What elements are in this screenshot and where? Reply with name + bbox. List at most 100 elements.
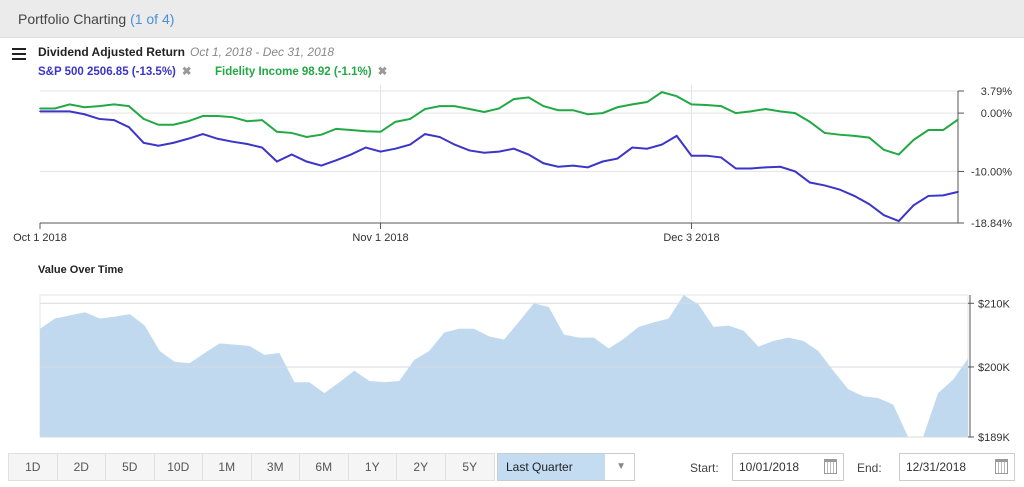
value-area [40, 295, 968, 437]
x-tick-label: Oct 1 2018 [13, 232, 67, 244]
data-point [157, 144, 160, 147]
data-point [616, 157, 619, 160]
data-point [142, 142, 145, 144]
data-point [483, 151, 485, 154]
data-point [113, 119, 115, 121]
data-point [261, 146, 263, 149]
dropdown-arrow-icon[interactable]: ▼ [616, 461, 626, 472]
period-select[interactable]: Last Quarter ▼ [497, 453, 635, 481]
data-point [897, 153, 900, 156]
data-point [572, 164, 574, 167]
data-point [809, 121, 811, 123]
data-point [68, 110, 71, 113]
data-point [587, 166, 589, 169]
data-point [246, 143, 249, 145]
y-tick-label: 3.79% [981, 86, 1012, 98]
chart-date-range: Oct 1, 2018 - Dec 31, 2018 [190, 45, 335, 59]
y-tick-label: $189K [978, 432, 1010, 444]
data-point [98, 105, 101, 107]
data-point [113, 103, 115, 106]
data-point [438, 136, 441, 138]
legend-fidelity: Fidelity Income 98.92 (-1.1%) ✖ [215, 66, 388, 78]
data-point [187, 137, 189, 140]
range-1d[interactable]: 1D [9, 454, 58, 480]
series-line-fidelity [40, 91, 959, 156]
data-point [157, 123, 160, 126]
data-point [527, 96, 530, 99]
data-point [202, 115, 204, 117]
panel-count[interactable]: (1 of 4) [130, 11, 175, 27]
calendar-icon[interactable] [995, 459, 1008, 474]
data-point [631, 103, 634, 106]
data-point [305, 160, 308, 163]
data-point [409, 118, 411, 120]
data-point [394, 147, 397, 150]
data-point [290, 153, 293, 156]
data-point [542, 162, 545, 165]
data-point [438, 105, 441, 107]
data-point [749, 167, 752, 170]
remove-sp500-icon[interactable]: ✖ [181, 66, 192, 78]
calendar-icon[interactable] [824, 459, 837, 474]
y-tick-label: $210K [978, 298, 1010, 310]
range-10d[interactable]: 10D [155, 454, 203, 480]
data-point [216, 137, 219, 140]
chart-title: Dividend Adjusted Return [38, 45, 185, 59]
data-point [675, 135, 678, 137]
range-5y[interactable]: 5Y [462, 460, 478, 474]
data-point [616, 106, 619, 109]
menu-icon[interactable] [12, 48, 26, 60]
y-tick-label: -10.00% [971, 166, 1012, 178]
data-point [705, 104, 708, 106]
data-point [809, 181, 811, 184]
remove-fidelity-icon[interactable]: ✖ [377, 66, 388, 78]
end-label: End: [857, 461, 882, 475]
data-point [335, 159, 337, 162]
range-2d[interactable]: 2D [58, 454, 106, 480]
data-point [83, 106, 86, 109]
data-point [838, 188, 841, 191]
data-point [927, 129, 930, 131]
start-date-input[interactable]: 10/01/2018 [732, 453, 844, 481]
data-point [513, 147, 515, 150]
data-point [483, 111, 485, 113]
legend-sp500: S&P 500 2506.85 (-13.5%) ✖ [38, 66, 192, 78]
y-tick-label: 0.00% [981, 108, 1012, 120]
data-point [557, 109, 560, 111]
data-point [838, 133, 841, 136]
data-point [823, 184, 826, 187]
data-point [54, 110, 56, 113]
data-point [749, 110, 752, 113]
data-point [883, 149, 885, 151]
data-point [542, 105, 545, 107]
range-3m[interactable]: 3M [252, 454, 300, 480]
data-point [690, 154, 693, 157]
data-point [587, 113, 589, 116]
data-point [720, 105, 722, 107]
data-point [513, 98, 515, 100]
data-point [601, 160, 604, 163]
range-2y[interactable]: 2Y [397, 454, 446, 480]
data-point [572, 109, 574, 111]
data-point [675, 95, 678, 97]
data-point [335, 128, 337, 130]
data-point [853, 195, 856, 197]
data-point [794, 170, 796, 173]
data-point [453, 105, 456, 107]
start-label: Start: [690, 461, 719, 475]
data-point [216, 115, 219, 117]
x-tick-label: Nov 1 2018 [352, 232, 408, 244]
data-point [246, 120, 249, 123]
data-point [202, 133, 204, 135]
data-point [379, 130, 382, 133]
data-point [320, 164, 323, 167]
data-point [128, 105, 130, 107]
data-point [764, 166, 767, 169]
range-5d[interactable]: 5D [106, 454, 155, 480]
range-1y[interactable]: 1Y [349, 454, 397, 480]
range-1m[interactable]: 1M [203, 454, 252, 480]
range-6m[interactable]: 6M [300, 454, 349, 480]
data-point [498, 107, 500, 110]
data-point [631, 146, 634, 149]
end-date-input[interactable]: 12/31/2018 [899, 453, 1015, 481]
